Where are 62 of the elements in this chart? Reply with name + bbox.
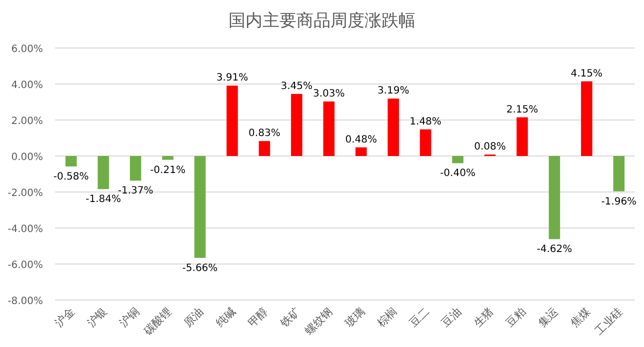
x-tick-label: 纯碱 (214, 304, 238, 330)
bar (613, 156, 625, 192)
data-label: 0.08% (474, 142, 506, 153)
bar (291, 94, 302, 156)
x-tick-label: 原油 (181, 304, 206, 330)
y-tick-label: 4.00% (11, 80, 43, 91)
bar (420, 129, 432, 156)
data-label: -4.62% (536, 244, 572, 256)
data-label: -5.66% (182, 262, 218, 274)
data-label: 2.15% (506, 104, 538, 116)
x-tick-label: 集运 (536, 304, 561, 330)
x-tick-label: 棕榈 (374, 304, 400, 330)
data-label: 0.83% (248, 128, 280, 140)
data-label: 3.19% (377, 86, 410, 97)
bar (355, 147, 367, 156)
data-label: 3.03% (313, 88, 345, 100)
x-tick-label: 焦煤 (568, 304, 593, 330)
data-label: 1.48% (410, 116, 442, 128)
data-label: 0.48% (345, 134, 377, 146)
bar (548, 156, 560, 240)
x-tick-label: 工业硅 (592, 304, 626, 338)
x-tick-label: 铁矿 (277, 304, 303, 330)
bar (162, 156, 174, 160)
bar (98, 156, 109, 190)
y-tick-label: 6.00% (11, 44, 43, 55)
data-label: 3.45% (280, 80, 313, 92)
bar (452, 156, 464, 164)
data-label: -0.40% (440, 168, 476, 180)
y-tick-label: 0.00% (11, 152, 43, 163)
x-tick-label: 沪银 (84, 304, 110, 330)
x-tick-label: 沪铜 (116, 304, 142, 330)
x-tick-label: 沪金 (52, 304, 78, 330)
x-tick-label: 豆二 (406, 304, 432, 330)
x-tick-label: 螺纹钢 (302, 304, 336, 338)
data-label: -0.58% (53, 171, 89, 182)
y-tick-label: -4.00% (8, 224, 43, 235)
data-label: -1.37% (118, 186, 154, 197)
bar (323, 101, 335, 156)
data-label: -1.84% (86, 194, 122, 206)
x-tick-label: 碳酸锂 (140, 304, 174, 338)
chart-title: 国内主要商品周度涨跌幅 (228, 11, 416, 31)
y-tick-label: -8.00% (8, 296, 43, 307)
x-tick-label: 生猪 (471, 304, 496, 330)
x-tick-label: 玻璃 (342, 304, 368, 330)
bar (258, 141, 270, 156)
bar (194, 156, 206, 258)
data-label: 3.91% (216, 72, 248, 84)
x-tick-label: 豆粕 (504, 304, 528, 330)
bar (130, 156, 142, 181)
bar (226, 86, 238, 156)
data-label: 4.15% (570, 68, 603, 80)
y-tick-label: -6.00% (8, 260, 43, 271)
y-tick-label: -2.00% (8, 188, 43, 199)
data-label: -1.96% (601, 196, 637, 208)
bar (516, 117, 528, 156)
x-tick-label: 甲醇 (246, 304, 271, 330)
bar (581, 81, 592, 156)
x-tick-label: 豆油 (439, 304, 464, 330)
bar (65, 156, 77, 166)
data-label: -0.21% (150, 164, 186, 176)
y-tick-label: 2.00% (11, 116, 43, 127)
bar (388, 98, 399, 156)
